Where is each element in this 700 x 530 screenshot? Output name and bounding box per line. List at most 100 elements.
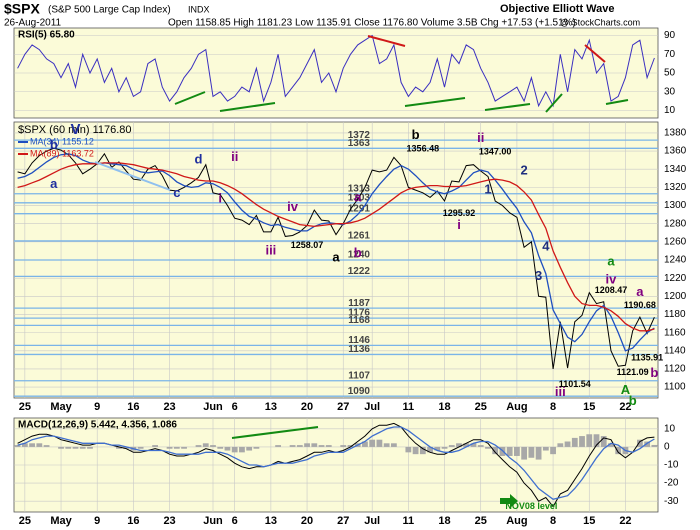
annotation: a (607, 253, 615, 268)
data-line (17, 162, 655, 332)
author: Objective Elliott Wave (500, 3, 615, 15)
histogram-bar (296, 445, 303, 447)
histogram-bar (195, 445, 202, 447)
level-label: 1222 (348, 266, 371, 277)
y-tick-label: 50 (664, 68, 676, 79)
y-tick-label: 90 (664, 30, 676, 41)
histogram-bar (514, 446, 520, 456)
x-tick-label: 25 (475, 515, 487, 527)
trend-line (584, 44, 606, 63)
annotation: a (354, 190, 362, 205)
histogram-bar (246, 446, 253, 451)
annotation: d (195, 152, 203, 167)
histogram-bar (369, 439, 376, 447)
annotation: i (218, 191, 222, 206)
annotation: b (650, 365, 658, 380)
x-tick-label: 15 (583, 515, 595, 527)
histogram-bar (202, 443, 209, 447)
histogram-bar (304, 443, 310, 447)
data-line (17, 426, 655, 501)
y-tick-label: 10 (664, 423, 676, 434)
x-tick-label: Aug (506, 401, 527, 413)
histogram-bar (36, 443, 43, 447)
annotation: iii (265, 242, 276, 257)
x-tick-label: Jul (364, 515, 380, 527)
annotation: b (50, 137, 58, 152)
histogram-bar (521, 446, 528, 460)
histogram-bar (448, 445, 455, 447)
histogram-bar (456, 443, 462, 447)
x-tick-label: 11 (403, 401, 415, 413)
annotation: i (457, 217, 461, 232)
y-tick-label: 10 (664, 105, 676, 116)
x-tick-label: 16 (127, 401, 139, 413)
x-tick-label: 9 (94, 515, 100, 527)
trend-line (545, 93, 563, 113)
y-tick-label: 1140 (664, 345, 686, 356)
annotation: 1101.54 (559, 379, 591, 389)
panel-title: MACD(12,26,9) 5.442, 4.356, 1.086 (18, 420, 177, 431)
histogram-bar (427, 446, 433, 453)
y-tick-label: 1100 (664, 382, 686, 393)
level-label: 1090 (348, 386, 371, 397)
annotation: iii (555, 384, 566, 399)
symbol: $SPX (4, 1, 40, 17)
annotation: 3 (535, 268, 542, 283)
histogram-bar (557, 443, 564, 447)
level-label: 1136 (348, 344, 370, 355)
histogram-bar (275, 445, 282, 447)
annotation: iv (606, 271, 618, 286)
data-line (17, 34, 655, 108)
histogram-bar (579, 436, 585, 447)
annotation: a (332, 250, 340, 265)
x-tick-label: 27 (337, 515, 349, 527)
annotation: 1258.07 (291, 240, 324, 250)
x-tick-label: 8 (550, 515, 556, 527)
x-tick-label: 13 (265, 515, 277, 527)
histogram-bar (239, 446, 245, 453)
x-tick-label: 27 (337, 401, 349, 413)
x-tick-label: 6 (232, 515, 238, 527)
histogram-bar (463, 443, 470, 447)
y-tick-label: 1200 (664, 291, 687, 302)
annotation: a (50, 176, 58, 191)
histogram-bar (362, 441, 368, 447)
annotation: ii (477, 130, 484, 145)
histogram-bar (550, 446, 556, 455)
x-tick-label: 25 (19, 515, 31, 527)
histogram-bar (14, 445, 21, 447)
annotation: 1208.47 (595, 285, 628, 295)
histogram-bar (217, 446, 224, 449)
trend-line (94, 161, 171, 191)
x-tick-label: 20 (301, 401, 313, 413)
histogram-bar (79, 446, 86, 449)
x-tick-label: 15 (583, 401, 595, 413)
annotation: 4 (542, 239, 550, 254)
y-tick-label: 1280 (664, 218, 687, 229)
histogram-bar (152, 445, 158, 447)
y-tick-label: 1240 (664, 255, 687, 266)
annotation: b (412, 127, 420, 142)
x-tick-label: 13 (265, 401, 277, 413)
x-tick-label: 23 (163, 515, 175, 527)
annotation: 1295.92 (443, 208, 476, 218)
source: @ StockCharts.com (560, 17, 640, 27)
annotation: NOV08 level (505, 501, 557, 511)
x-tick-label: Jul (364, 401, 380, 413)
legend-label: $SPX (60 min) 1176.80 (18, 124, 132, 136)
histogram-bar (571, 437, 578, 447)
x-tick-label: 25 (19, 401, 31, 413)
histogram-bar (390, 443, 397, 447)
histogram-bar (542, 446, 549, 451)
exchange: INDX (188, 4, 210, 14)
trend-line (404, 97, 466, 107)
y-tick-label: -20 (664, 478, 679, 489)
y-tick-label: 1220 (664, 273, 687, 284)
x-tick-label: 25 (475, 401, 487, 413)
histogram-bar (593, 434, 600, 447)
histogram-bar (637, 439, 643, 447)
level-label: 1187 (348, 298, 370, 309)
y-tick-label: 70 (664, 49, 676, 60)
level-label: 1313 (348, 183, 371, 194)
level-label: 1291 (348, 203, 371, 214)
